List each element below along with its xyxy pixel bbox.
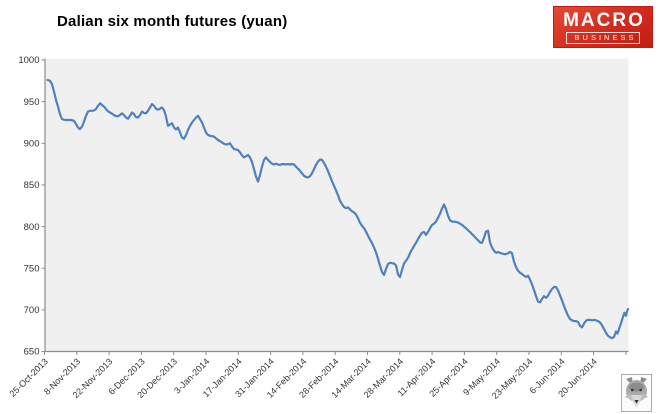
price-line xyxy=(46,78,630,340)
page-title: Dalian six month futures (yuan) xyxy=(57,13,288,30)
y-tick-label: 800 xyxy=(24,222,40,233)
y-tick-label: 950 xyxy=(24,97,40,108)
logo-text-macro: MACRO xyxy=(563,9,645,31)
plot-area xyxy=(45,58,629,352)
y-tick-label: 900 xyxy=(24,138,40,149)
y-tick-label: 750 xyxy=(24,263,40,274)
wolf-face-icon xyxy=(625,377,648,407)
y-tick-label: 850 xyxy=(24,180,40,191)
y-tick-label: 700 xyxy=(24,305,40,316)
y-tick-label: 650 xyxy=(24,347,40,358)
y-tick-label: 1000 xyxy=(18,55,39,66)
wolf-logo xyxy=(621,374,652,412)
macrobusiness-logo: MACRO BUSINESS xyxy=(553,6,653,48)
logo-text-business: BUSINESS xyxy=(565,31,641,44)
